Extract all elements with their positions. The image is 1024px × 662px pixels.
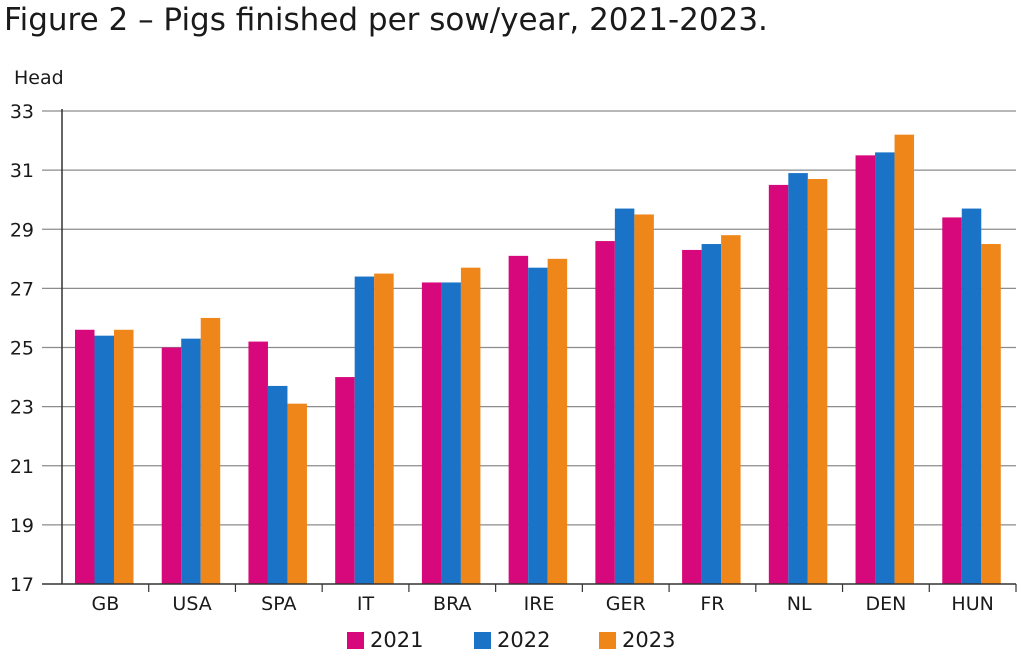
x-tick-label: FR xyxy=(700,593,724,615)
x-tick-label: NL xyxy=(787,593,812,615)
bar-usa-2023 xyxy=(200,317,221,584)
y-tick-label: 19 xyxy=(10,515,34,537)
x-tick-label: SPA xyxy=(261,593,296,615)
y-axis-label: Head xyxy=(14,67,64,89)
bar-fr-2022 xyxy=(701,244,722,584)
bar-ger-2022 xyxy=(614,208,635,584)
bar-fr-2021 xyxy=(682,249,702,584)
legend-item-2023: 2023 xyxy=(599,628,675,652)
bar-spa-2023 xyxy=(287,403,307,584)
bar-gb-2021 xyxy=(75,329,95,584)
bar-den-2023 xyxy=(894,134,915,584)
bar-usa-2022 xyxy=(181,338,201,584)
bar-spa-2022 xyxy=(267,385,288,584)
x-tick-label: IRE xyxy=(524,593,555,615)
bar-ger-2023 xyxy=(634,214,654,584)
bar-ire-2021 xyxy=(508,255,529,584)
y-tick-label: 17 xyxy=(10,574,34,596)
bar-den-2021 xyxy=(855,155,876,584)
legend-item-2021: 2021 xyxy=(347,628,423,652)
legend-swatch xyxy=(474,631,491,649)
bar-it-2023 xyxy=(374,273,394,584)
bar-nl-2023 xyxy=(807,178,828,584)
chart-title: Figure 2 – Pigs finished per sow/year, 2… xyxy=(4,2,768,38)
bar-fr-2023 xyxy=(721,235,741,584)
y-tick-label: 27 xyxy=(10,278,34,300)
bar-bra-2022 xyxy=(441,282,461,584)
bar-bra-2021 xyxy=(421,282,442,584)
bar-nl-2021 xyxy=(768,184,789,584)
x-tick-label: GER xyxy=(606,593,646,615)
y-tick-label: 21 xyxy=(10,456,34,478)
x-tick-labels: GB USA SPA IT BRA IRE GER FR NL DEN HUN xyxy=(91,593,993,615)
bar-ger-2021 xyxy=(595,241,615,584)
x-tick-label: GB xyxy=(91,593,119,615)
legend: 2021 2022 2023 xyxy=(0,628,1024,658)
legend-item-2022: 2022 xyxy=(474,628,550,652)
x-tick-label: IT xyxy=(357,593,375,615)
bar-chart: Head 17 19 21 23 25 27 29 31 33 GB USA SPA IT BRA IRE… xyxy=(10,67,1017,615)
y-tick-label: 33 xyxy=(10,101,34,123)
bar-hun-2021 xyxy=(942,217,962,585)
x-tick-label: USA xyxy=(172,593,211,615)
bars xyxy=(75,134,1001,585)
bar-hun-2022 xyxy=(961,208,982,584)
bar-ire-2023 xyxy=(547,258,568,584)
bar-it-2022 xyxy=(354,276,375,584)
bar-bra-2023 xyxy=(460,267,481,584)
y-tick-label: 23 xyxy=(10,397,34,419)
bar-it-2021 xyxy=(335,377,355,584)
axes xyxy=(42,109,1017,592)
bar-nl-2022 xyxy=(788,173,808,585)
bar-spa-2021 xyxy=(248,341,268,584)
legend-label: 2022 xyxy=(497,628,551,652)
y-tick-label: 31 xyxy=(10,160,34,182)
x-tick-label: BRA xyxy=(433,593,471,615)
y-tick-label: 29 xyxy=(10,219,34,241)
x-tick-label: DEN xyxy=(865,593,906,615)
bar-ire-2022 xyxy=(528,267,548,584)
legend-swatch xyxy=(599,631,616,649)
bar-gb-2022 xyxy=(94,335,114,584)
bar-usa-2021 xyxy=(161,347,182,584)
y-tick-label: 25 xyxy=(10,338,34,360)
legend-label: 2023 xyxy=(622,628,676,652)
bar-gb-2023 xyxy=(114,329,134,584)
x-tick-label: HUN xyxy=(951,593,993,615)
bar-den-2022 xyxy=(875,152,895,584)
y-tick-labels: 17 19 21 23 25 27 29 31 33 xyxy=(10,101,34,596)
bar-hun-2023 xyxy=(981,244,1001,584)
legend-label: 2021 xyxy=(370,628,424,652)
legend-swatch xyxy=(347,631,364,649)
